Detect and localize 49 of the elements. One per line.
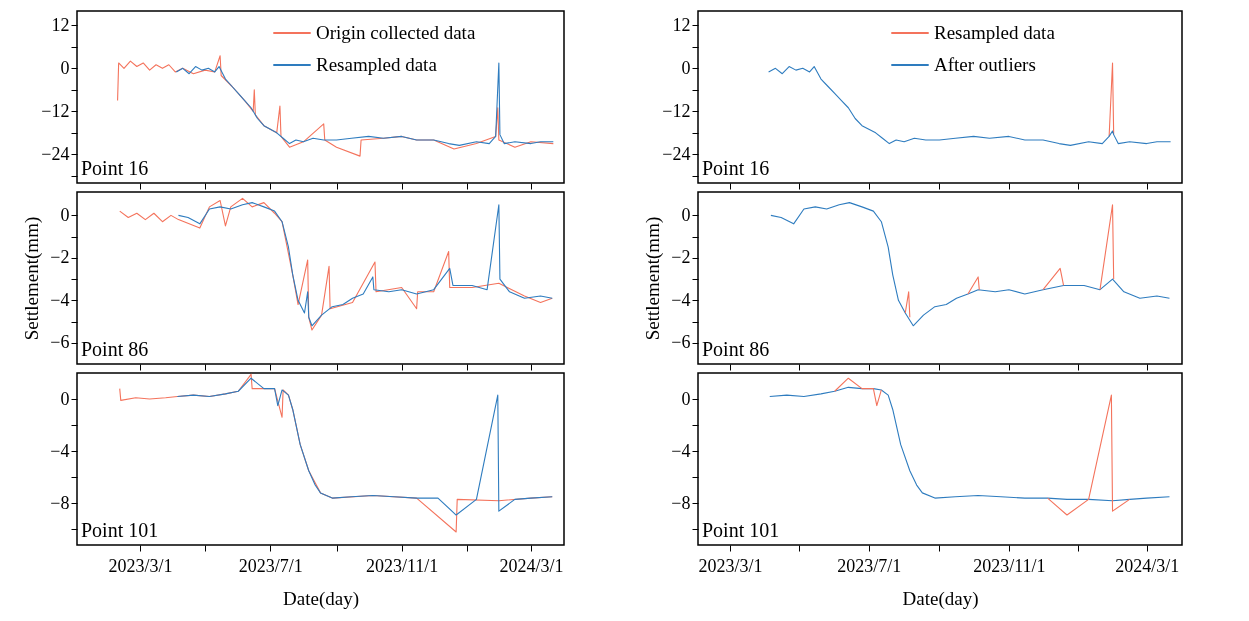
y-tick-label: −4 bbox=[50, 289, 70, 310]
x-tick-label: 2023/3/1 bbox=[108, 555, 173, 576]
line-series bbox=[177, 202, 553, 327]
x-tick-label: 2023/11/1 bbox=[973, 555, 1046, 576]
annotation: Point 101 bbox=[702, 519, 780, 541]
y-tick-label: −4 bbox=[50, 440, 70, 461]
y-axis-title: Settlement(mm) bbox=[21, 216, 44, 341]
line-series bbox=[769, 386, 1171, 502]
annotation: Point 16 bbox=[702, 157, 770, 179]
annotation: Point 86 bbox=[81, 338, 149, 360]
y-tick-label: 12 bbox=[672, 14, 691, 35]
legend-label: Origin collected data bbox=[316, 22, 476, 43]
y-tick-label: 0 bbox=[681, 388, 691, 409]
x-axis-title: Date(day) bbox=[283, 587, 359, 610]
annotation: Point 101 bbox=[81, 519, 159, 541]
y-tick-label: −8 bbox=[671, 492, 691, 513]
x-tick-label: 2024/3/1 bbox=[499, 555, 564, 576]
annotation: Point 16 bbox=[81, 157, 149, 179]
x-tick-label: 2023/7/1 bbox=[238, 555, 303, 576]
y-tick-label: 0 bbox=[60, 204, 70, 225]
y-axis-title: Settlement(mm) bbox=[642, 216, 665, 341]
y-tick-label: −6 bbox=[671, 332, 691, 353]
y-tick-label: −2 bbox=[671, 247, 691, 268]
x-tick-label: 2023/7/1 bbox=[837, 555, 902, 576]
y-tick-label: 0 bbox=[60, 388, 70, 409]
legend-label: Resampled data bbox=[934, 22, 1056, 43]
y-tick-label: −2 bbox=[50, 247, 70, 268]
y-tick-label: −12 bbox=[662, 100, 691, 121]
x-tick-label: 2023/11/1 bbox=[365, 555, 439, 576]
annotation: Point 86 bbox=[702, 338, 770, 360]
y-tick-label: −24 bbox=[662, 143, 691, 164]
x-axis-title: Date(day) bbox=[902, 587, 979, 610]
y-tick-label: −4 bbox=[671, 440, 691, 461]
legend-label: After outliers bbox=[934, 54, 1036, 75]
y-tick-label: 0 bbox=[60, 57, 70, 78]
y-tick-label: −8 bbox=[50, 492, 70, 513]
y-tick-label: −4 bbox=[671, 289, 691, 310]
line-series bbox=[770, 202, 1171, 327]
y-tick-label: −24 bbox=[41, 143, 70, 164]
y-tick-label: −12 bbox=[41, 100, 70, 121]
line-series bbox=[176, 377, 553, 516]
line-series bbox=[119, 197, 553, 331]
x-tick-label: 2024/3/1 bbox=[1115, 555, 1180, 576]
y-tick-label: 0 bbox=[681, 204, 691, 225]
x-tick-label: 2023/3/1 bbox=[698, 555, 763, 576]
y-tick-label: −6 bbox=[50, 332, 70, 353]
y-tick-label: 0 bbox=[681, 57, 691, 78]
y-tick-label: 12 bbox=[51, 14, 70, 35]
legend-label: Resampled data bbox=[316, 54, 438, 75]
